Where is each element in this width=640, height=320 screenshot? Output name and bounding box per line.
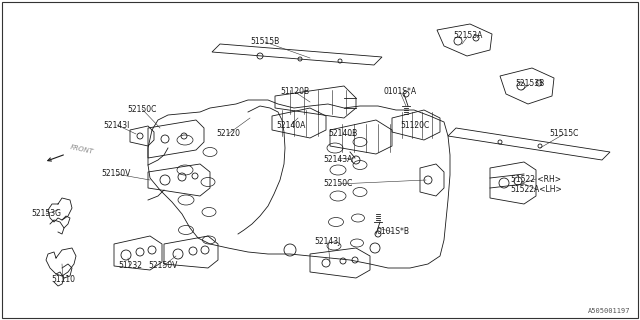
Text: 51522A<LH>: 51522A<LH> (510, 185, 562, 194)
Text: 51120B: 51120B (280, 87, 310, 97)
Text: 52153B: 52153B (515, 79, 545, 89)
Text: 52150C: 52150C (127, 105, 157, 114)
Text: 52150V: 52150V (148, 261, 178, 270)
Text: 51515C: 51515C (549, 130, 579, 139)
Text: 52140B: 52140B (328, 130, 358, 139)
Text: 52120: 52120 (216, 130, 240, 139)
Text: 52143A: 52143A (323, 155, 353, 164)
Text: FRONT: FRONT (70, 145, 95, 156)
Text: 52143J: 52143J (315, 237, 341, 246)
Text: 52150C: 52150C (323, 180, 353, 188)
Text: 51120C: 51120C (401, 121, 429, 130)
Text: 52140A: 52140A (276, 121, 306, 130)
Text: 52153A: 52153A (453, 31, 483, 41)
Text: 51522 <RH>: 51522 <RH> (511, 174, 561, 183)
Text: 51515B: 51515B (250, 37, 280, 46)
Text: 52150V: 52150V (101, 170, 131, 179)
Text: 52143I: 52143I (104, 121, 130, 130)
Text: 0101S*B: 0101S*B (376, 228, 410, 236)
Text: 0101S*A: 0101S*A (383, 87, 417, 97)
Text: 51110: 51110 (51, 275, 75, 284)
Text: A505001197: A505001197 (588, 308, 630, 314)
Text: 52153G: 52153G (31, 210, 61, 219)
Text: 51232: 51232 (118, 261, 142, 270)
